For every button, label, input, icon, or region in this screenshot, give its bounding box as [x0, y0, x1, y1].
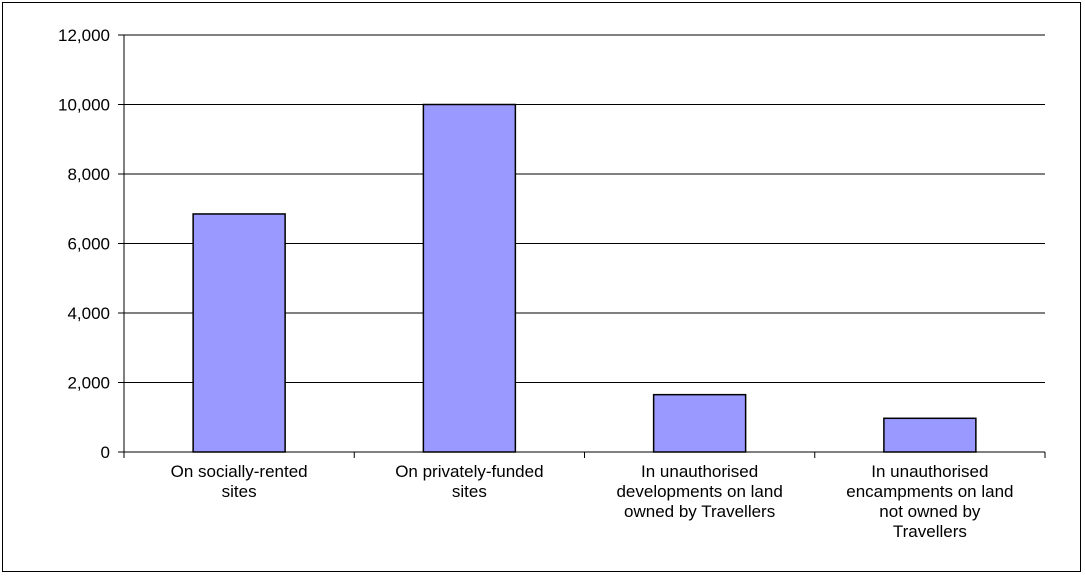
y-tick-label: 12,000 [58, 26, 110, 45]
y-tick-label: 0 [101, 443, 110, 462]
bar [422, 103, 517, 453]
bar [652, 393, 747, 453]
x-category-label-line: not owned by [879, 502, 981, 521]
x-category-label: On socially-rented sites [171, 462, 308, 501]
x-category-label-line: sites [222, 482, 257, 501]
x-category-label-line: Travellers [893, 522, 967, 541]
x-category-label-line: owned by Travellers [624, 502, 775, 521]
bar [883, 417, 977, 453]
y-tick-label: 8,000 [67, 165, 110, 184]
x-category-label: On privately-funded sites [395, 462, 543, 501]
x-category-label-line: developments on land [616, 482, 782, 501]
x-category-label-line: In unauthorised [871, 462, 988, 481]
x-category-label-line: On privately-funded [395, 462, 543, 481]
y-tick-label: 4,000 [67, 304, 110, 323]
x-category-label-line: In unauthorised [641, 462, 758, 481]
x-category-label-line: encampments on land [846, 482, 1013, 501]
x-category-label: In unauthorised developments on land owned… [616, 462, 782, 521]
x-category-label-line: On socially-rented [171, 462, 308, 481]
y-tick-label: 10,000 [58, 96, 110, 115]
x-category-label: In unauthorised encampments on land not ow… [846, 462, 1013, 541]
bar [192, 213, 286, 453]
y-tick-label: 6,000 [67, 235, 110, 254]
y-tick-label: 2,000 [67, 374, 110, 393]
x-category-label-line: sites [452, 482, 487, 501]
